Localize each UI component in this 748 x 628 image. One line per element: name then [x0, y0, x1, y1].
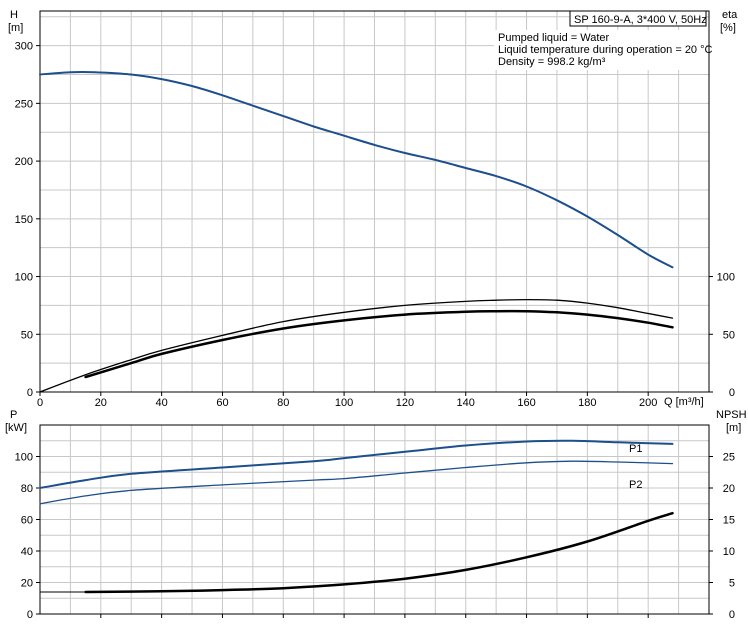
- y-left-label-p: P: [10, 409, 17, 421]
- series-line-chart1-1: [39, 70, 674, 269]
- x-tick-label: 120: [396, 397, 414, 409]
- x-axis-label: Q [m³/h]: [664, 396, 704, 408]
- y-left-tick-label: 100: [15, 272, 33, 284]
- y-left-label-h: H: [10, 9, 18, 21]
- y-right-tick-label: 100: [717, 272, 735, 284]
- y-right-tick-label: 5: [729, 578, 735, 590]
- y-right-label-npsh: NPSH: [716, 409, 747, 421]
- series-line-chart2-3: [84, 511, 674, 594]
- series-label-p1: P1: [629, 443, 642, 455]
- chart-title: SP 160-9-A, 3*400 V, 50Hz: [574, 14, 707, 26]
- y-right-tick-label: 25: [723, 452, 735, 464]
- y-right-label-eta: eta: [722, 9, 738, 21]
- x-tick-label: 60: [216, 397, 228, 409]
- y-left-tick-label: 50: [21, 329, 33, 341]
- y-left-tick-label: 250: [15, 98, 33, 110]
- y-right-unit-percent: [%]: [720, 22, 736, 34]
- head-chart-series: [39, 70, 674, 393]
- y-right-tick-label: 20: [723, 483, 735, 495]
- x-tick-label: 180: [578, 397, 596, 409]
- power-chart-series: [39, 439, 674, 594]
- y-left-tick-label: 100: [15, 452, 33, 464]
- y-left-tick-label: 0: [27, 609, 33, 621]
- y-right-tick-label: 50: [723, 329, 735, 341]
- x-tick-label: 160: [517, 397, 535, 409]
- series-line-p1: [39, 439, 674, 489]
- series-label-p2: P2: [629, 479, 642, 491]
- head-efficiency-chart: 0 50 100 150 200 250 300 0 50 100 0 20 40 60 80 100 120 1…: [8, 9, 738, 409]
- title-box: [569, 10, 707, 27]
- y-left-unit-m: [m]: [8, 22, 23, 34]
- y-left-tick-label: 60: [21, 515, 33, 527]
- info-density: Density = 998.2 kg/m³: [498, 56, 606, 68]
- y-right-tick-label: 0: [729, 609, 735, 621]
- y-left-unit-kw: [kW]: [5, 422, 27, 434]
- info-liquid-temperature: Liquid temperature during operation = 20…: [498, 44, 713, 56]
- y-right-tick-label: 15: [723, 515, 735, 527]
- x-tick-label: 20: [95, 397, 107, 409]
- x-tick-label: 140: [457, 397, 475, 409]
- y-left-tick-label: 200: [15, 156, 33, 168]
- series-line-p2: [39, 460, 674, 505]
- x-tick-label: 0: [37, 397, 43, 409]
- y-right-tick-label: 0: [729, 387, 735, 399]
- series-line-chart1-3: [84, 309, 674, 379]
- head-chart-ticks: 0 50 100 150 200 250 300 0 50 100 0 20 40 60 80 100 120 1…: [15, 41, 735, 409]
- series-line-chart1-2: [39, 298, 674, 393]
- y-left-tick-label: 300: [15, 41, 33, 53]
- info-box: [494, 30, 706, 70]
- y-left-tick-label: 150: [15, 214, 33, 226]
- power-npsh-chart: 0 20 40 60 80 100 0 5 10 15 20 25 P [kW] NPSH [m] P…: [5, 409, 747, 621]
- y-left-tick-label: 40: [21, 546, 33, 558]
- y-right-unit-m: [m]: [726, 422, 741, 434]
- x-tick-label: 100: [335, 397, 353, 409]
- info-pumped-liquid: Pumped liquid = Water: [498, 32, 610, 44]
- power-chart-grid: [40, 425, 709, 614]
- y-left-tick-label: 0: [27, 387, 33, 399]
- y-left-tick-label: 80: [21, 483, 33, 495]
- x-tick-label: 40: [156, 397, 168, 409]
- head-chart-grid: [40, 11, 709, 392]
- head-chart-frame: [39, 10, 710, 393]
- y-left-tick-label: 20: [21, 578, 33, 590]
- y-right-tick-label: 10: [723, 546, 735, 558]
- x-tick-label: 80: [277, 397, 289, 409]
- x-tick-label: 200: [639, 397, 657, 409]
